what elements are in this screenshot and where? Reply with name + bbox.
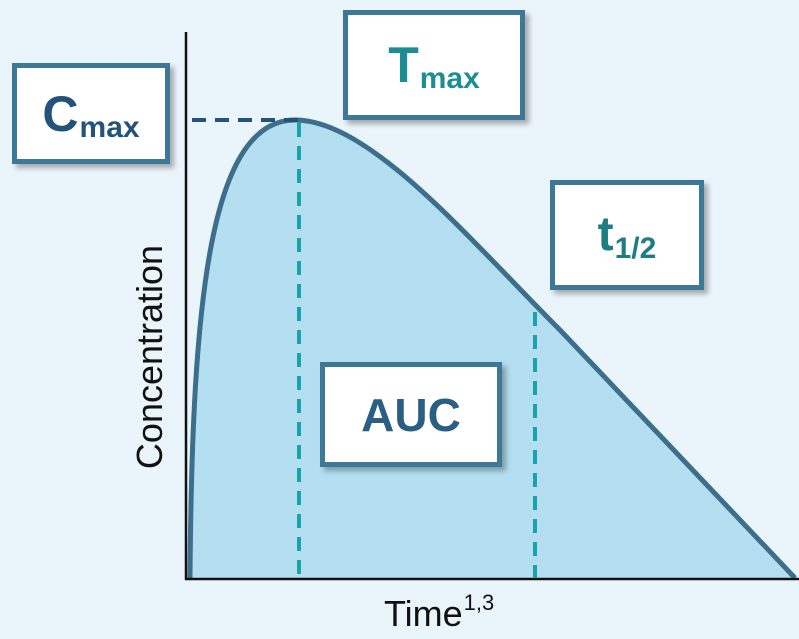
half-life-label-main: t (597, 208, 614, 261)
x-axis-label-superscript: 1,3 (463, 590, 495, 615)
auc-area (190, 120, 795, 578)
y-axis-label: Concentration (129, 244, 170, 470)
cmax-label-sub: max (79, 110, 140, 144)
tmax-label-sub: max (419, 62, 480, 95)
tmax-label-main: T (388, 37, 419, 93)
cmax-label-main: C (42, 85, 79, 142)
half-life-label-sub: 1/2 (614, 232, 657, 265)
half-life-label-box: t 1/2 (550, 180, 704, 290)
auc-label: AUC (361, 388, 461, 441)
x-axis-label: Time1,3 (384, 590, 494, 635)
x-axis-label-text: Time (384, 593, 463, 634)
auc-label-box: AUC (320, 362, 502, 467)
